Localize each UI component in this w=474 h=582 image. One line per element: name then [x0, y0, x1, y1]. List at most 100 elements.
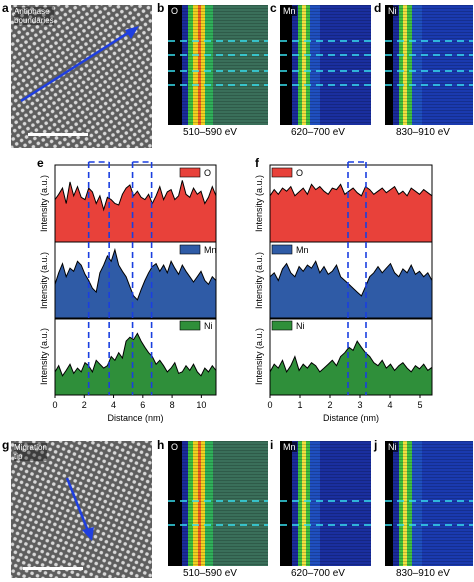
x-tick-label: 5 [417, 400, 422, 410]
map-band [320, 5, 371, 125]
x-tick-label: 0 [52, 400, 57, 410]
panel-label-h: h [157, 438, 165, 452]
map-band [412, 441, 422, 566]
series-line [54, 247, 217, 301]
energy-range-label: 620–700 eV [291, 127, 345, 138]
scale-bar [23, 567, 83, 570]
series-area [270, 341, 432, 395]
haadf-lattice-bottom [11, 441, 152, 578]
map-band [193, 441, 198, 566]
panel-label-f: f [255, 156, 259, 170]
map-element-label: Ni [387, 6, 398, 16]
legend-label: Ni [204, 321, 213, 331]
map-band [403, 441, 407, 566]
x-tick-label: 8 [170, 400, 175, 410]
x-tick-label: 0 [267, 400, 272, 410]
map-band [422, 5, 473, 125]
energy-range-label: 620–700 eV [291, 568, 345, 579]
map-band [205, 441, 213, 566]
map-element-label: Mn [282, 6, 297, 16]
series-line [269, 260, 433, 297]
eels-map-ni-top: Ni [385, 5, 473, 125]
panel-label-a: a [2, 1, 9, 15]
eels-map-o-bottom: O [168, 441, 268, 566]
arrow-line [65, 477, 90, 532]
energy-range-label: 510–590 eV [183, 127, 237, 138]
map-band [422, 441, 473, 566]
x-axis-label: Distance (nm) [107, 413, 163, 423]
haadf-image-bottom: Migration tip [11, 441, 152, 578]
y-axis-label: Intensity (a.u.) [39, 175, 49, 232]
map-band [201, 441, 205, 566]
series-line [54, 332, 217, 377]
legend-ni: Ni [271, 320, 305, 331]
map-element-label: Ni [387, 442, 398, 452]
y-axis-label: Intensity (a.u.) [39, 252, 49, 309]
arrow-head [82, 527, 94, 541]
legend-ni: Ni [179, 320, 213, 331]
map-band [292, 441, 298, 566]
eels-map-o-top: O [168, 5, 268, 125]
map-band [393, 441, 399, 566]
panel-label-e: e [37, 156, 44, 170]
legend-mn: Mn [271, 244, 309, 255]
map-band [292, 5, 298, 125]
legend-label: Mn [296, 245, 309, 255]
row-frame [54, 241, 217, 320]
x-axis-label: Distance (nm) [323, 413, 379, 423]
series-line [54, 180, 217, 212]
row-frame [269, 317, 433, 396]
panel-label-g: g [2, 438, 10, 452]
map-band [320, 441, 371, 566]
haadf-lattice-top [11, 5, 152, 148]
panel-label-c: c [270, 1, 277, 15]
panel-label-d: d [374, 1, 382, 15]
series-o-row [54, 164, 217, 243]
energy-range-label: 830–910 eV [396, 568, 450, 579]
series-area [55, 180, 216, 242]
series-o-row [269, 164, 433, 243]
legend-o: O [179, 167, 211, 178]
map-band [399, 441, 403, 566]
haadf-image-top: Antiphase boundaries [11, 5, 152, 148]
chart-f: O Intensity (a.u.) Mn Intensity (a.u.) Ni Int… [254, 161, 433, 423]
map-band [205, 5, 213, 125]
legend-o: O [271, 167, 303, 178]
series-ni-row [54, 317, 217, 396]
legend-label: O [204, 168, 211, 178]
energy-range-label: 830–910 eV [396, 127, 450, 138]
y-axis-label: Intensity (a.u.) [254, 328, 264, 385]
y-axis-label: Intensity (a.u.) [39, 328, 49, 385]
legend-label: Ni [296, 321, 305, 331]
x-tick-label: 6 [140, 400, 145, 410]
map-band [302, 441, 306, 566]
legend-label: O [296, 168, 303, 178]
x-tick-label: 4 [111, 400, 116, 410]
panel-label-b: b [157, 1, 165, 15]
map-band [188, 441, 193, 566]
map-band [188, 5, 193, 125]
panel-label-j: j [374, 438, 378, 452]
series-area [55, 333, 216, 395]
energy-range-label: 510–590 eV [183, 568, 237, 579]
x-tick-label: 4 [387, 400, 392, 410]
map-band [213, 441, 268, 566]
map-band [302, 5, 306, 125]
eels-map-mn-top: Mn [280, 5, 371, 125]
x-tick-label: 2 [327, 400, 332, 410]
map-band [182, 5, 188, 125]
x-tick-label: 2 [82, 400, 87, 410]
series-ni-row [269, 317, 433, 396]
x-tick-label: 10 [196, 400, 206, 410]
map-band [393, 5, 399, 125]
map-band [193, 5, 198, 125]
map-element-label: Mn [282, 442, 297, 452]
series-mn-row [54, 241, 217, 320]
map-band [306, 441, 310, 566]
arrow-head [125, 26, 139, 39]
row-frame [54, 317, 217, 396]
series-area [270, 184, 432, 242]
map-band [310, 5, 320, 125]
map-band [407, 441, 412, 566]
map-band [198, 5, 201, 125]
